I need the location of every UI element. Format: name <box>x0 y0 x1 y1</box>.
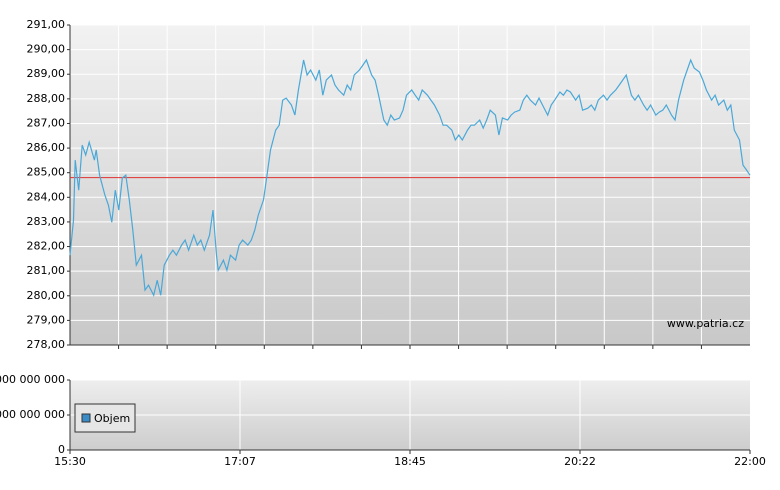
y-tick-label: 291,00 <box>27 18 66 31</box>
y-tick-label: 281,00 <box>27 264 66 277</box>
y-tick-label: 278,00 <box>27 338 66 351</box>
x-tick-label: 22:00 <box>734 455 766 468</box>
price-line <box>69 58 751 298</box>
y-tick-label: 290,00 <box>27 43 66 56</box>
y-tick-label: 288,00 <box>27 92 66 105</box>
y-tick-label: 280,00 <box>27 289 66 302</box>
y-tick-label: 0 <box>58 443 65 456</box>
x-tick-label: 17:07 <box>224 455 256 468</box>
y-tick-label: 282,00 <box>27 240 66 253</box>
legend-label: Objem <box>94 412 130 425</box>
y-tick-label: 2 000 000 000 <box>0 373 65 386</box>
x-tick-label: 15:30 <box>54 455 86 468</box>
y-tick-label: 287,00 <box>27 116 66 129</box>
x-tick-label: 20:22 <box>564 455 596 468</box>
x-tick-label: 18:45 <box>394 455 426 468</box>
legend-swatch <box>81 413 91 423</box>
y-tick-label: 1 000 000 000 <box>0 408 65 421</box>
watermark: www.patria.cz <box>667 317 744 330</box>
y-tick-label: 286,00 <box>27 141 66 154</box>
y-tick-label: 283,00 <box>27 215 66 228</box>
y-tick-label: 285,00 <box>27 166 66 179</box>
y-tick-label: 279,00 <box>27 313 66 326</box>
y-tick-label: 284,00 <box>27 190 66 203</box>
y-tick-label: 289,00 <box>27 67 66 80</box>
